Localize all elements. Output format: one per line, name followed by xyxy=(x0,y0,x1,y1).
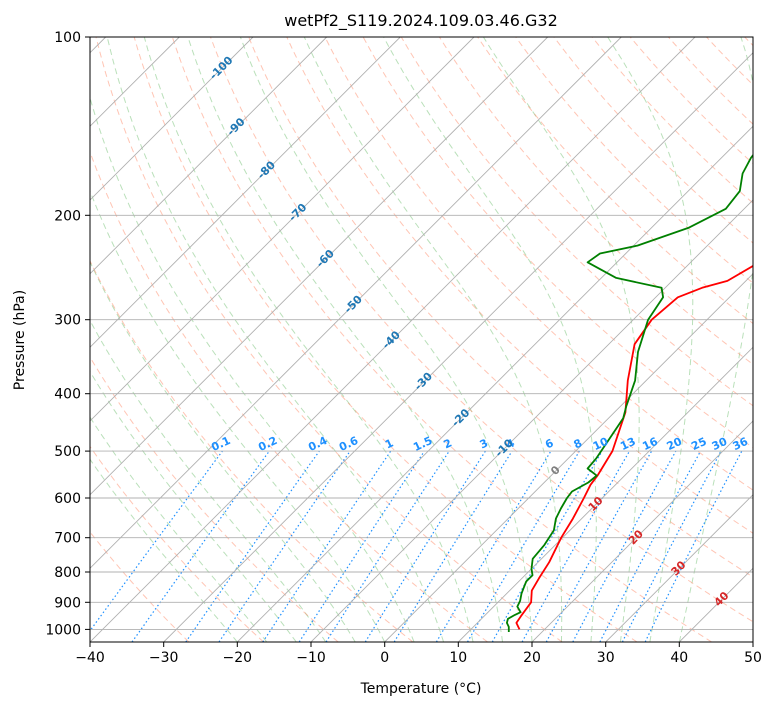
chart-title: wetPf2_S119.2024.109.03.46.G32 xyxy=(284,11,558,31)
mixing-ratio-line xyxy=(521,450,631,642)
dewpoint-trace xyxy=(506,153,753,632)
y-tick-label: 800 xyxy=(54,565,81,581)
isotherm-line xyxy=(236,125,753,642)
isotherm-line xyxy=(90,37,328,275)
mixing-ratio-label: 13 xyxy=(618,435,637,453)
moist-adiabats xyxy=(90,37,753,642)
y-tick-label: 500 xyxy=(54,444,81,460)
mixing-ratio-line xyxy=(393,450,513,642)
mixing-ratio-line xyxy=(491,450,603,642)
moist-adiabat xyxy=(90,260,356,642)
moist-adiabat xyxy=(607,37,694,642)
moist-adiabat xyxy=(90,370,297,642)
x-tick-label: −30 xyxy=(149,650,179,666)
dry-adiabat xyxy=(324,37,753,491)
dry-adiabat xyxy=(400,37,753,407)
mixing-ratio-line xyxy=(466,450,580,642)
mixing-ratio-label: 30 xyxy=(710,435,730,453)
y-tick-label: 400 xyxy=(54,387,81,403)
mixing-ratio-line xyxy=(218,450,351,642)
x-tick-label: −20 xyxy=(223,650,253,666)
x-tick-label: 50 xyxy=(744,650,762,666)
dry-adiabat xyxy=(90,259,414,642)
x-axis-label: Temperature (°C) xyxy=(360,681,482,697)
mixing-ratio-label: 16 xyxy=(640,435,660,453)
x-tick-label: −40 xyxy=(75,650,105,666)
moist-adiabat xyxy=(90,416,268,642)
dry-adiabat xyxy=(248,37,753,578)
moist-adiabat xyxy=(187,37,503,642)
moist-adiabat xyxy=(106,37,445,642)
y-tick-label: 600 xyxy=(54,491,81,507)
isotherm-line xyxy=(310,199,753,642)
dry-adiabat xyxy=(133,37,638,642)
mixing-ratio-line xyxy=(572,450,677,642)
y-axis: 100 200 300 400 500 600 700 800 900 1000 xyxy=(45,30,90,638)
y-axis-label: Pressure (hPa) xyxy=(12,290,28,390)
moist-adiabat xyxy=(303,37,563,642)
isotherm-line xyxy=(163,52,753,642)
mixing-ratio-line xyxy=(90,450,223,632)
plot-frame xyxy=(89,36,754,643)
x-tick-label: 10 xyxy=(449,650,467,666)
y-tick-label: 1000 xyxy=(45,622,81,638)
moist-adiabat xyxy=(678,37,753,642)
moist-adiabat xyxy=(482,37,640,642)
mixing-ratio-line xyxy=(185,450,320,642)
isotherm-line xyxy=(605,494,753,642)
mixing-ratio-line xyxy=(435,450,552,642)
mixing-ratio-line xyxy=(325,450,450,642)
moist-adiabat xyxy=(239,37,533,642)
dry-adiabat xyxy=(477,37,753,325)
isotherm-line xyxy=(90,37,622,569)
dry-adiabat xyxy=(95,37,563,642)
isotherm-line xyxy=(90,37,549,496)
isobars xyxy=(90,37,753,630)
dry-adiabat xyxy=(210,37,753,623)
y-tick-label: 700 xyxy=(54,531,81,547)
temperature-trace xyxy=(515,264,753,630)
dry-adiabat xyxy=(515,37,753,284)
moist-adiabat xyxy=(90,458,238,642)
moist-adiabat xyxy=(383,37,597,642)
x-tick-label: 30 xyxy=(597,650,615,666)
isotherm-line xyxy=(384,273,753,642)
mixing-ratio-label: 25 xyxy=(689,435,708,453)
mixing-ratio-line xyxy=(364,450,486,642)
x-axis: −40 −30 −20 −10 0 10 20 30 40 50 xyxy=(75,642,762,666)
x-tick-label: 40 xyxy=(670,650,688,666)
mixing-ratio-label: 10 xyxy=(591,435,611,453)
profile-traces xyxy=(506,153,753,632)
x-tick-label: 0 xyxy=(380,650,389,666)
y-tick-label: 100 xyxy=(54,30,81,46)
dry-adiabat xyxy=(591,37,753,204)
moist-adiabat xyxy=(143,37,474,642)
dry-adiabats xyxy=(90,37,753,642)
mixing-ratio-label: 20 xyxy=(665,435,685,453)
dry-adiabat xyxy=(629,37,753,165)
isotherm-line xyxy=(90,37,696,642)
isotherm-line xyxy=(90,37,254,201)
moist-adiabat xyxy=(90,189,386,642)
mixing-ratio-label: 36 xyxy=(731,435,751,453)
x-tick-label: −10 xyxy=(296,650,326,666)
moist-adiabat xyxy=(90,319,327,642)
y-tick-label: 900 xyxy=(54,595,81,611)
mixing-ratio-line xyxy=(131,450,270,642)
isotherm-line xyxy=(531,420,753,642)
y-tick-label: 300 xyxy=(54,313,81,329)
isotherm-line xyxy=(90,37,475,422)
dry-adiabat xyxy=(171,37,712,642)
y-tick-label: 200 xyxy=(54,208,81,224)
x-tick-label: 20 xyxy=(523,650,541,666)
isotherm-line xyxy=(90,37,401,348)
dry-adiabat xyxy=(90,445,264,642)
